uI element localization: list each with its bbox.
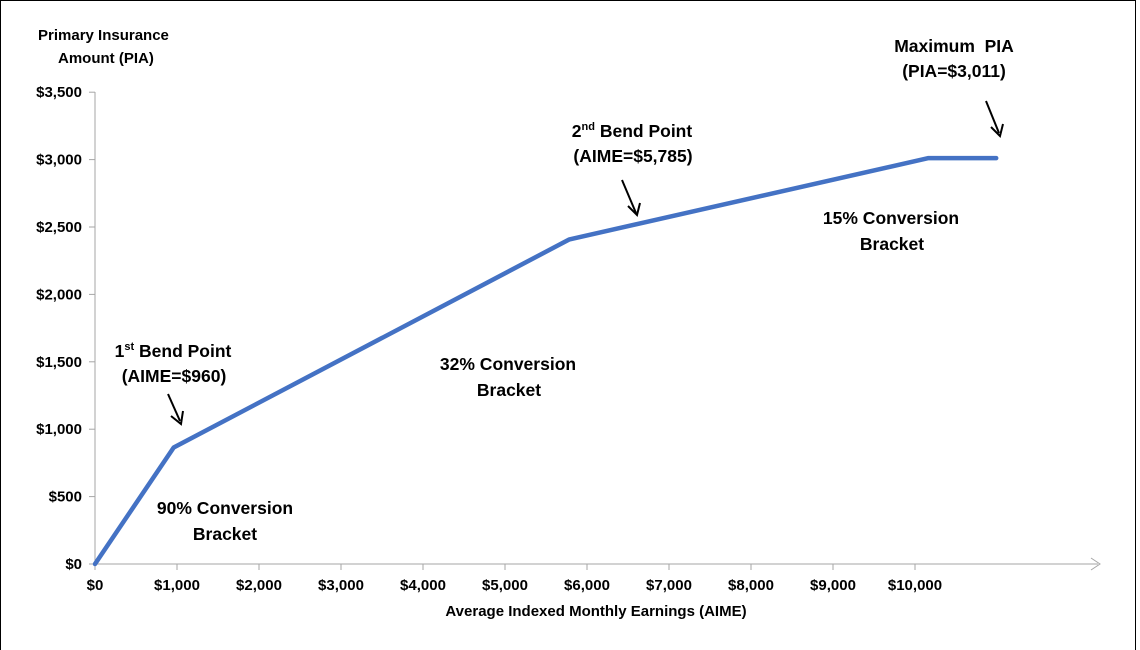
x-tick-label: $9,000 [810, 577, 856, 594]
x-axis-label: Average Indexed Monthly Earnings (AIME) [445, 603, 746, 620]
bracket90-line1: 90% Conversion [157, 498, 293, 518]
bracket15-line1: 15% Conversion [823, 208, 959, 228]
y-axis-label-line2: Amount (PIA) [58, 50, 154, 67]
x-tick-label: $1,000 [154, 577, 200, 594]
x-tick-label: $7,000 [646, 577, 692, 594]
bend2-title: 2nd Bend Point [572, 121, 693, 141]
bend1-title-text: Bend Point [134, 341, 231, 361]
x-axis-arrow-icon [1090, 557, 1101, 571]
x-tick-label: $2,000 [236, 577, 282, 594]
max-pia-arrow-icon [985, 100, 1004, 138]
x-tick-label: $6,000 [564, 577, 610, 594]
bracket32-line1: 32% Conversion [440, 354, 576, 374]
y-tick-label: $3,500 [36, 84, 82, 101]
bend1-arrow-icon [167, 393, 184, 426]
max-pia-title: Maximum PIA [894, 36, 1014, 56]
x-tick-label: $5,000 [482, 577, 528, 594]
x-tick-label: $8,000 [728, 577, 774, 594]
bend1-ordinal-sup: st [124, 341, 134, 353]
bracket90-line2: Bracket [193, 524, 257, 544]
bend2-arrow-icon [621, 179, 641, 217]
y-tick-label: $0 [65, 556, 82, 573]
y-tick-label: $2,500 [36, 219, 82, 236]
bend1-detail: (AIME=$960) [122, 366, 227, 386]
bend2-ordinal: 2 [572, 121, 582, 141]
y-tick-label: $1,500 [36, 354, 82, 371]
x-tick-label: $4,000 [400, 577, 446, 594]
bracket32-line2: Bracket [477, 380, 541, 400]
max-pia-detail: (PIA=$3,011) [902, 61, 1006, 81]
y-tick-label: $1,000 [36, 421, 82, 438]
bend2-ordinal-sup: nd [582, 121, 595, 133]
bend1-ordinal: 1 [115, 341, 125, 361]
y-tick-label: $2,000 [36, 286, 82, 303]
bend1-title: 1st Bend Point [115, 341, 232, 361]
y-axis-label-line1: Primary Insurance [38, 27, 169, 44]
y-tick-label: $500 [49, 489, 82, 506]
y-tick-label: $3,000 [36, 152, 82, 169]
y-axis-ticks: $0 $500 $1,000 $1,500 $2,000 $2,500 $3,000 $3,5… [36, 84, 95, 573]
x-axis-ticks: $0 $1,000 $2,000 $3,000 $4,000 $5,000 $6,000 $7… [87, 564, 942, 594]
bracket15-line2: Bracket [860, 234, 924, 254]
pia-series-line [92, 155, 999, 567]
x-tick-label: $3,000 [318, 577, 364, 594]
x-tick-label: $0 [87, 577, 104, 594]
bend2-detail: (AIME=$5,785) [573, 146, 692, 166]
bend2-title-text: Bend Point [595, 121, 692, 141]
x-tick-label: $10,000 [888, 577, 942, 594]
